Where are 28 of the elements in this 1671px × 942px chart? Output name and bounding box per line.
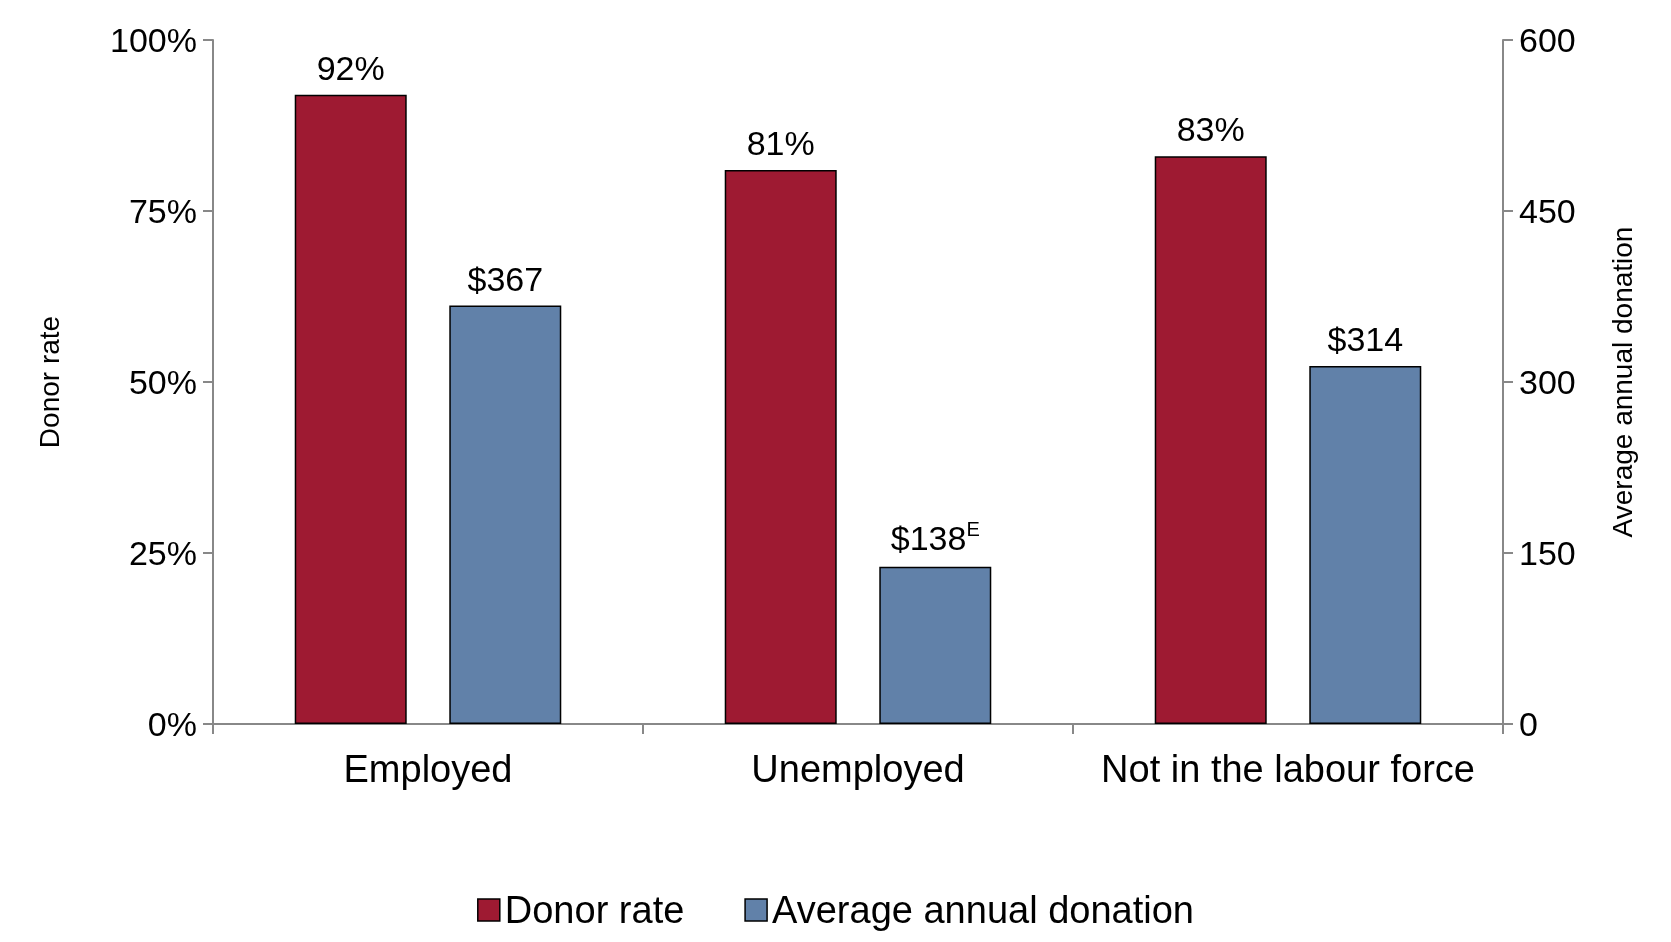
y-tick-label: 75% [128,192,197,230]
x-tick-label: Employed [343,748,513,790]
data-label: $367 [467,259,544,298]
y2-tick-label: 600 [1519,21,1576,59]
legend-label: Donor rate [504,889,685,931]
y-tick-label: 25% [128,534,197,572]
y-axis-title: Donor rate [33,315,65,449]
bar [294,94,407,724]
data-label: 92% [316,48,385,87]
y2-tick-label: 0 [1519,705,1538,743]
legend-label: Average annual donation [772,889,1194,931]
y-tick-label: 0% [147,705,197,743]
x-tick-label: Unemployed [751,748,965,790]
bar [1154,156,1267,724]
bar [1309,366,1422,724]
x-tick-label: Not in the labour force [1101,748,1475,790]
bar [724,169,837,724]
y2-tick-label: 300 [1519,363,1576,401]
y2-tick-label: 150 [1519,534,1576,572]
data-label: 83% [1176,110,1245,149]
data-label: 81% [746,123,815,162]
data-label: $314 [1327,320,1404,359]
bar [449,305,562,724]
y2-axis-title: Average annual donation [1606,226,1638,538]
y2-tick-label: 450 [1519,192,1576,230]
bar [879,566,992,724]
y-tick-label: 100% [110,21,197,59]
y-tick-label: 50% [128,363,197,401]
